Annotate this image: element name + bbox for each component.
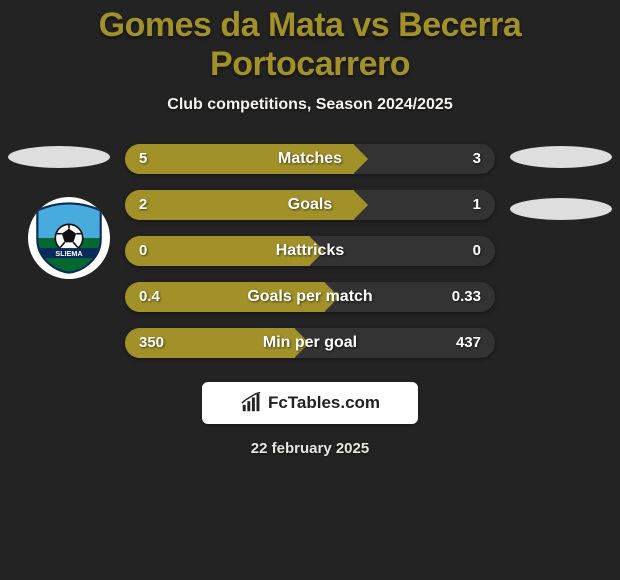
player-left-club-placeholder [8, 146, 110, 168]
player-right-club-placeholder-2 [510, 198, 612, 220]
shield-icon: SLIEMA [33, 202, 105, 274]
player-right-club-placeholder-1 [510, 146, 612, 168]
stat-label: Hattricks [125, 236, 495, 266]
stat-label: Min per goal [125, 328, 495, 358]
brand-text: FcTables.com [268, 393, 380, 413]
stats-area: SLIEMA 53Matches 21Goals 00Hattricks 0.40.3… [0, 144, 620, 358]
stat-row: 21Goals [125, 190, 495, 220]
page-title: Gomes da Mata vs Becerra Portocarrero [0, 0, 620, 84]
stat-row: 53Matches [125, 144, 495, 174]
stat-label: Matches [125, 144, 495, 174]
stat-row: 350437Min per goal [125, 328, 495, 358]
stat-label: Goals [125, 190, 495, 220]
player-left-club-badge: SLIEMA [28, 197, 110, 279]
stat-bars: 53Matches 21Goals 00Hattricks 0.40.33Goals … [125, 144, 495, 358]
svg-text:SLIEMA: SLIEMA [55, 249, 82, 258]
bar-chart-icon [240, 392, 262, 414]
stat-label: Goals per match [125, 282, 495, 312]
page-subtitle: Club competitions, Season 2024/2025 [0, 96, 620, 114]
stat-row: 00Hattricks [125, 236, 495, 266]
brand-badge: FcTables.com [202, 382, 418, 424]
stat-row: 0.40.33Goals per match [125, 282, 495, 312]
comparison-infographic: Gomes da Mata vs Becerra Portocarrero Cl… [0, 0, 620, 580]
date-label: 22 february 2025 [0, 440, 620, 457]
